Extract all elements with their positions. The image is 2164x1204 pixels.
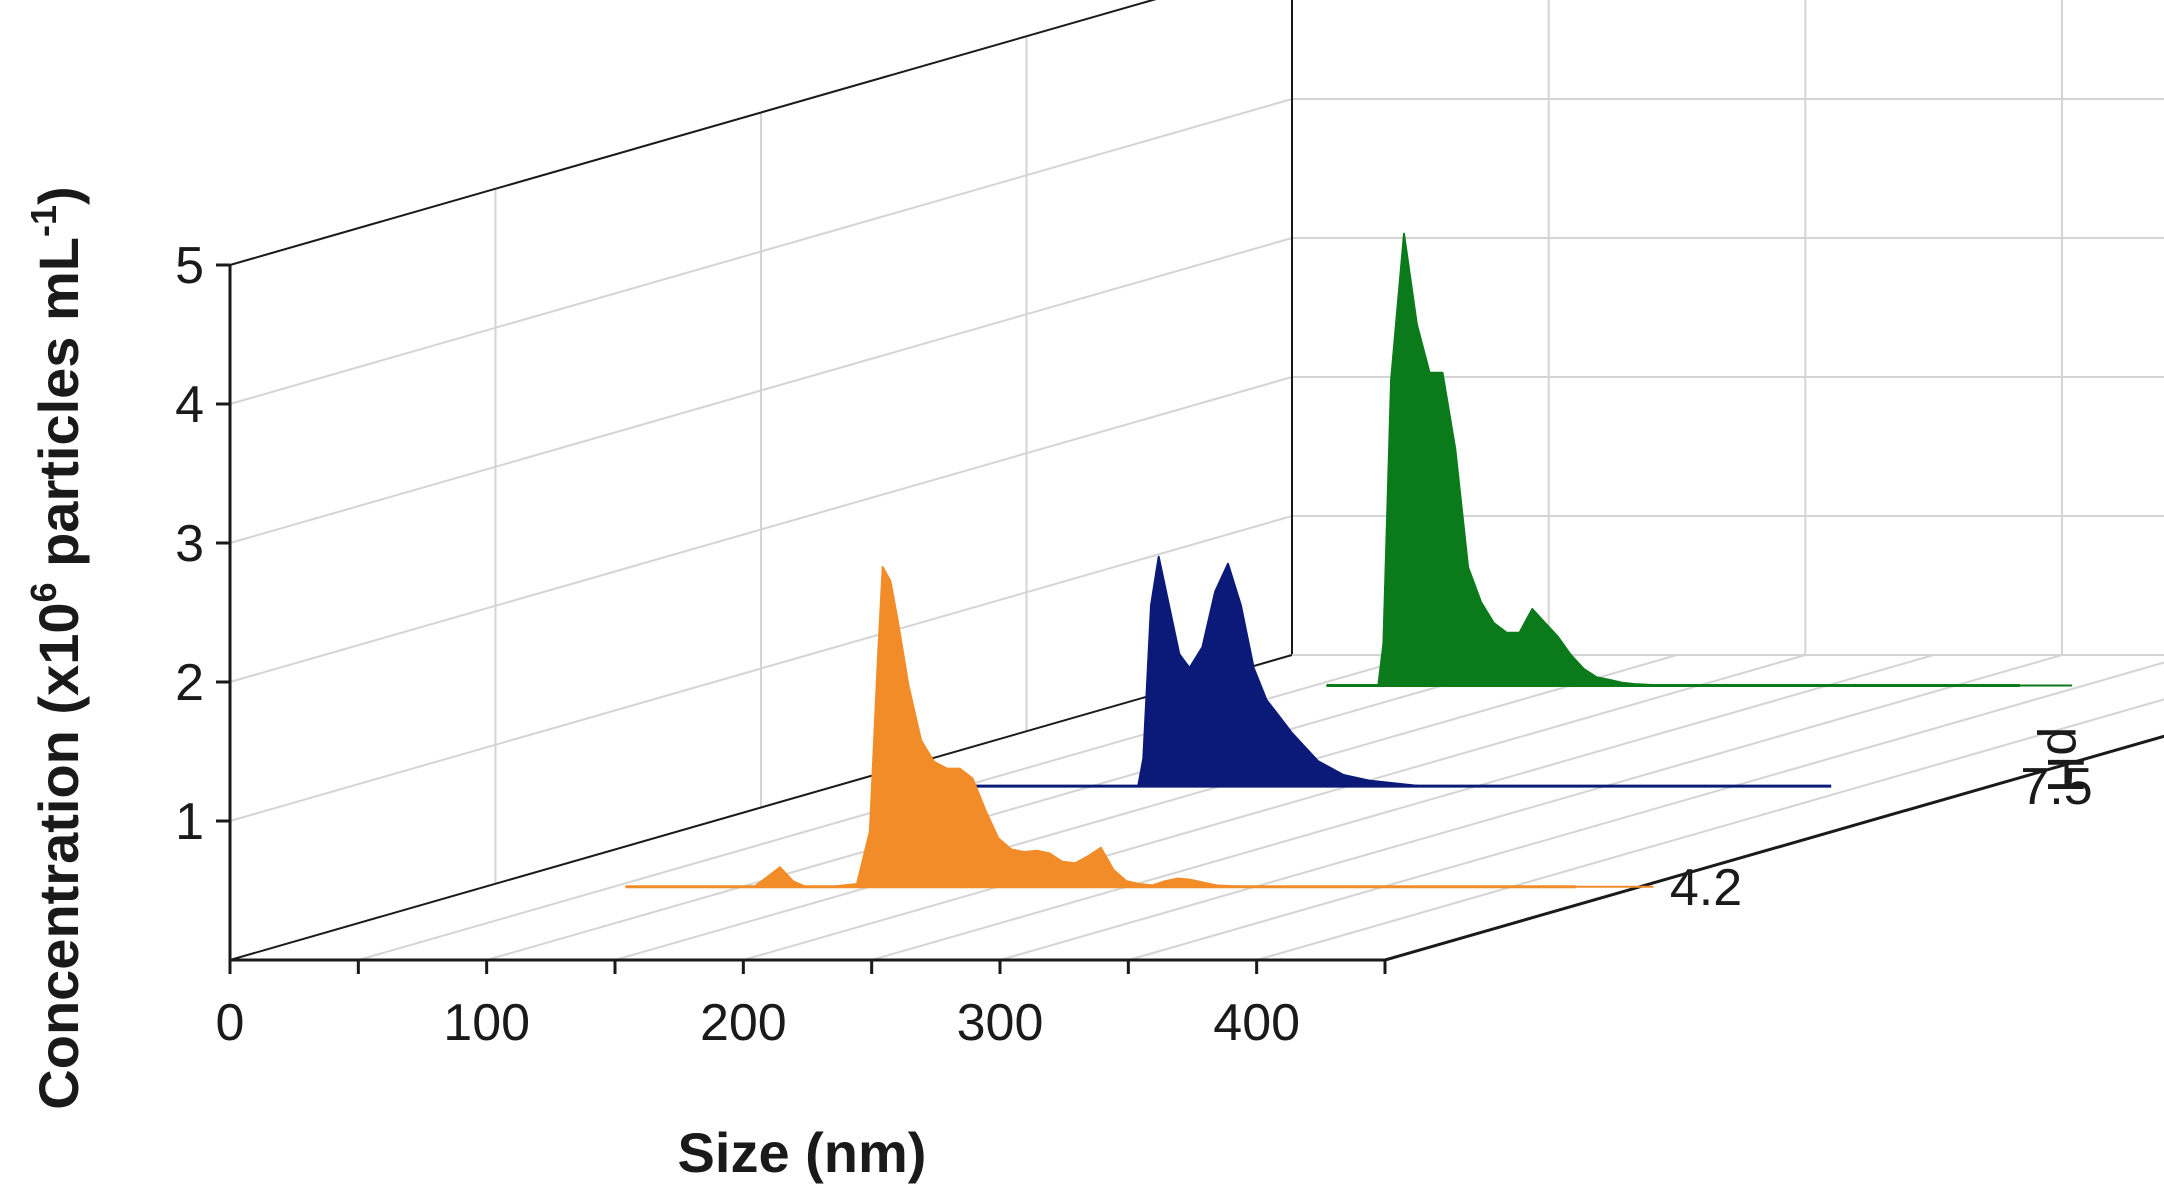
y-axis-label-part2: particles mL — [27, 237, 90, 582]
series-layer — [625, 232, 2073, 889]
z-axis-line — [1384, 734, 2164, 962]
grid-layer — [229, 0, 2164, 961]
z-tick-label: 4.2 — [1670, 859, 1742, 917]
y-axis-label-sup2: -1 — [23, 205, 64, 237]
grid-line-floor — [871, 654, 1934, 961]
y-axis-label-part1: Concentration (x10 — [27, 602, 90, 1109]
x-tick-label: 0 — [216, 994, 245, 1052]
x-axis-label: Size (nm) — [678, 1121, 927, 1184]
top-left-edge — [229, 0, 1157, 266]
x-tick-label: 100 — [443, 994, 530, 1052]
series-area-4.2 — [625, 566, 1654, 888]
grid-line-floor — [614, 654, 1678, 961]
y-tick-label: 1 — [175, 793, 204, 851]
grid-line-floor — [486, 654, 1549, 961]
floor-left-edge — [229, 654, 1293, 961]
y-axis-label-sup1: 6 — [23, 582, 64, 602]
series-area-7.5 — [957, 555, 1730, 788]
axis-frame — [228, 0, 2164, 962]
grid-line-floor — [743, 654, 1806, 961]
x-tick-label: 400 — [1213, 994, 1300, 1052]
y-axis-label-end: ) — [27, 186, 90, 205]
grid-line-floor — [999, 654, 2063, 961]
y-tick-label: 5 — [175, 237, 204, 295]
y-axis-label: Concentration (x106 particles mL-1) — [23, 186, 90, 1109]
y-tick-label: 3 — [175, 515, 204, 573]
z-tick-label: 7.5 — [2020, 758, 2092, 816]
x-tick-label: 300 — [957, 994, 1044, 1052]
grid-line-floor — [1128, 661, 2164, 961]
series-area-9.0 — [1325, 232, 2073, 687]
grid-line-floor — [1256, 698, 2164, 961]
y-tick-label: 2 — [175, 654, 204, 712]
x-tick-label: 200 — [700, 994, 787, 1052]
y-tick-label: 4 — [175, 376, 204, 434]
z-axis-label: pH — [2036, 727, 2094, 793]
